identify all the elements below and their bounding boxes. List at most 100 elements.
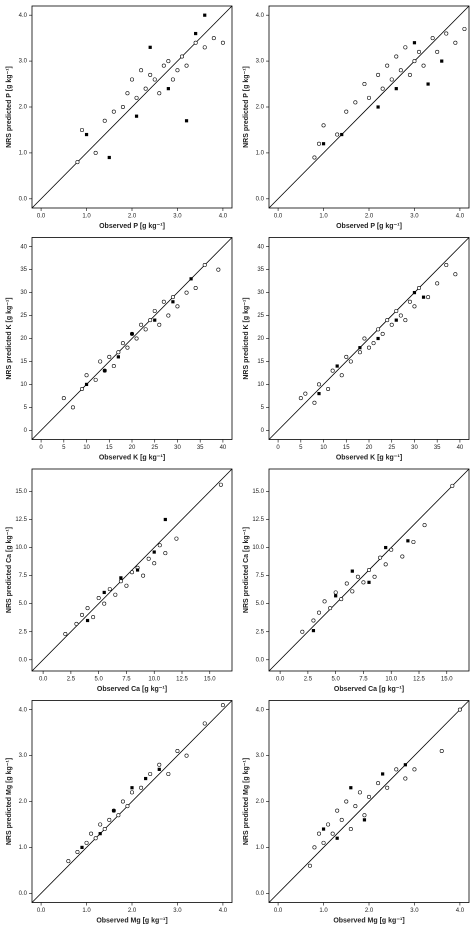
point <box>394 318 398 322</box>
x-tick-label: 3.0 <box>410 908 419 914</box>
x-tick-label: 15.0 <box>204 677 216 683</box>
point <box>125 804 130 809</box>
x-tick-label: 5 <box>299 445 303 451</box>
x-tick-label: 35 <box>434 445 441 451</box>
point <box>344 109 349 114</box>
x-tick-label: 3.0 <box>410 214 419 220</box>
x-tick-label: 40 <box>457 445 464 451</box>
x-axis-title: Observed Mg [g kg⁻¹] <box>333 917 404 924</box>
x-tick-label: 2.0 <box>365 214 374 220</box>
y-axis-title: NRS predicted K [g kg⁻¹] <box>243 297 250 379</box>
x-tick-label: 4.0 <box>456 908 465 914</box>
y-tick-label: 3.0 <box>19 59 28 65</box>
point <box>174 536 179 541</box>
x-tick-label: 5.0 <box>331 677 340 683</box>
point <box>157 762 162 767</box>
point <box>218 482 223 487</box>
point <box>412 290 417 295</box>
point <box>61 396 66 401</box>
point <box>321 142 326 146</box>
point <box>383 562 388 567</box>
x-tick-label: 25 <box>388 445 395 451</box>
point <box>98 832 102 836</box>
point <box>361 580 366 585</box>
point <box>130 786 134 790</box>
point <box>163 551 168 556</box>
point <box>362 818 367 822</box>
point <box>111 109 116 114</box>
identity-line <box>31 700 233 903</box>
point <box>116 355 120 359</box>
x-axis-title: Observed K [g kg⁻¹] <box>336 454 402 461</box>
point <box>362 336 367 341</box>
y-axis-title: NRS predicted K [g kg⁻¹] <box>6 297 13 379</box>
point <box>394 54 399 59</box>
point <box>107 354 112 359</box>
point <box>93 377 98 382</box>
point <box>80 612 85 617</box>
point <box>84 132 89 137</box>
point <box>403 318 408 323</box>
x-tick-label: 20 <box>129 445 136 451</box>
point <box>316 610 321 615</box>
point <box>321 123 326 128</box>
point <box>335 836 339 840</box>
point <box>366 95 371 100</box>
point <box>130 790 135 795</box>
y-tick-label: 3.0 <box>256 59 265 65</box>
y-tick-label: 2.0 <box>19 799 28 805</box>
y-tick-label: 30 <box>20 290 27 296</box>
point <box>362 82 367 87</box>
y-axis-title: NRS predicted Mg [g kg⁻¹] <box>6 758 13 845</box>
x-axis-title: Observed Mg [g kg⁻¹] <box>96 917 167 924</box>
point <box>157 543 162 548</box>
point <box>326 822 331 827</box>
y-tick-label: 2.5 <box>19 629 28 635</box>
point <box>355 574 360 579</box>
point <box>357 790 362 795</box>
x-tick-label: 35 <box>197 445 204 451</box>
point <box>148 72 153 77</box>
point <box>328 606 333 611</box>
point <box>385 63 390 68</box>
y-tick-label: 35 <box>20 267 27 273</box>
point <box>394 767 399 772</box>
x-axis-title: Observed Ca [g kg⁻¹] <box>97 686 167 693</box>
y-tick-label: 4.0 <box>19 707 28 713</box>
x-tick-label: 12.5 <box>413 677 425 683</box>
point <box>407 72 412 77</box>
point <box>385 318 390 323</box>
y-tick-label: 5 <box>24 405 28 411</box>
plot-frame <box>268 468 470 672</box>
point <box>102 827 107 832</box>
point <box>376 336 380 341</box>
point <box>335 364 339 368</box>
y-tick-label: 20 <box>20 336 27 342</box>
point <box>422 523 427 528</box>
point <box>98 359 103 364</box>
point <box>333 590 338 595</box>
point <box>426 295 431 300</box>
point <box>143 327 148 332</box>
point <box>171 300 175 304</box>
y-axis-title: NRS predicted Ca [g kg⁻¹] <box>243 527 250 613</box>
y-tick-label: 15 <box>257 359 264 365</box>
x-tick-label: 40 <box>220 445 227 451</box>
y-tick-label: 1.0 <box>256 845 265 851</box>
point <box>111 364 116 369</box>
point <box>311 629 316 633</box>
y-tick-label: 10.0 <box>15 545 27 551</box>
point <box>372 574 377 579</box>
point <box>349 786 353 790</box>
x-tick-label: 5 <box>62 445 66 451</box>
point <box>118 579 123 584</box>
y-axis-title: NRS predicted Ca [g kg⁻¹] <box>6 527 13 613</box>
point <box>116 350 121 355</box>
point <box>426 82 430 86</box>
point <box>202 263 207 268</box>
x-tick-label: 15 <box>106 445 113 451</box>
x-tick-label: 2.5 <box>67 677 76 683</box>
point <box>411 539 416 544</box>
x-tick-label: 4.0 <box>219 214 228 220</box>
point <box>398 313 403 318</box>
